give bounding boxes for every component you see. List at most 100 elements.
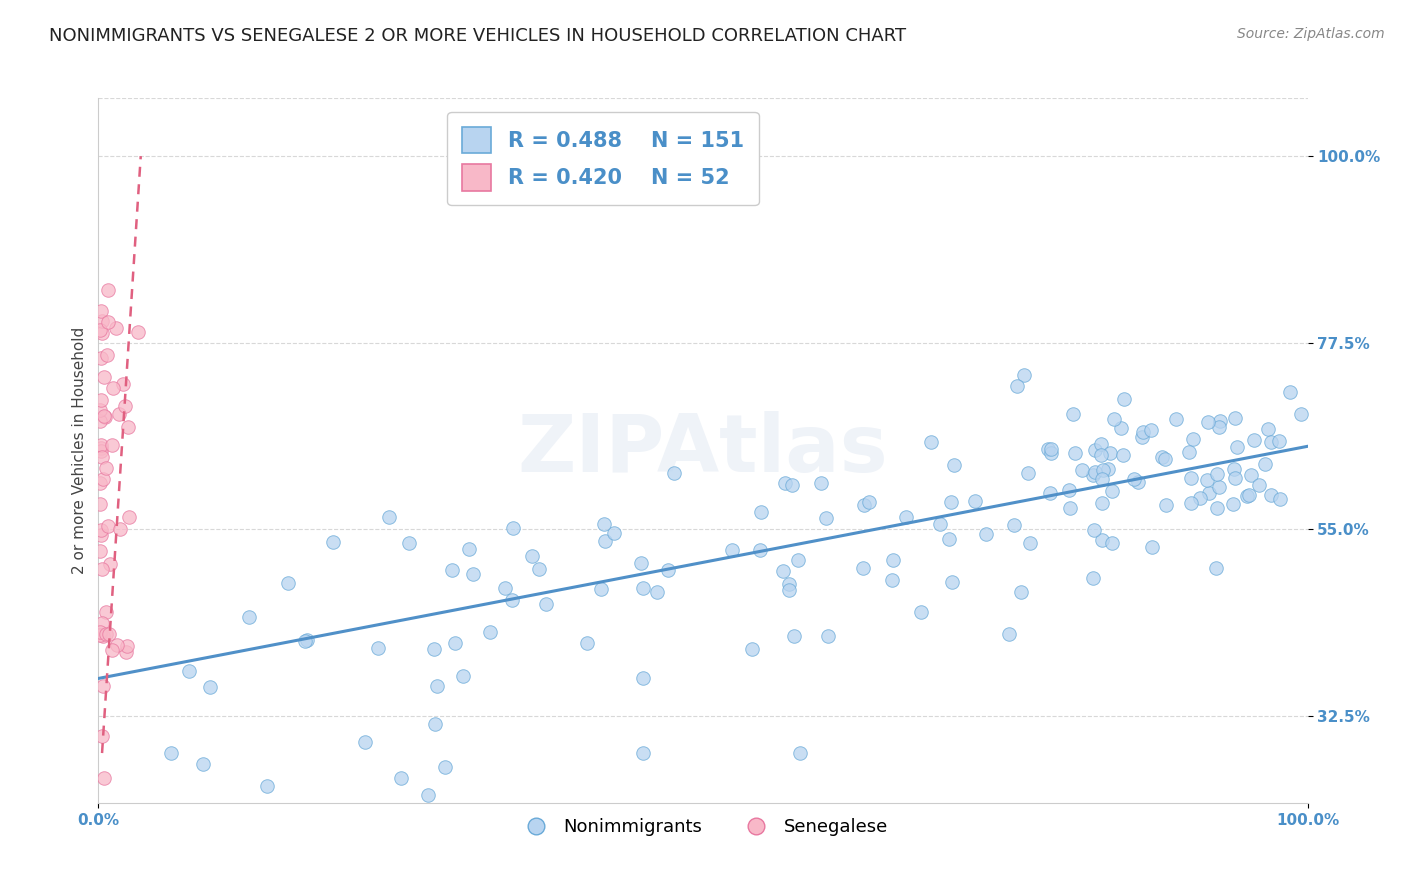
Point	[1223, 470, 1246, 484]
Point	[1254, 457, 1277, 471]
Point	[1064, 446, 1087, 460]
Point	[1197, 415, 1219, 429]
Point	[852, 498, 875, 512]
Point	[749, 505, 772, 519]
Point	[297, 633, 319, 648]
Point	[277, 576, 299, 591]
Point	[97, 518, 120, 533]
Point	[976, 526, 998, 541]
Point	[1101, 536, 1123, 550]
Point	[520, 549, 543, 563]
Point	[1010, 585, 1032, 599]
Text: Source: ZipAtlas.com: Source: ZipAtlas.com	[1237, 27, 1385, 41]
Point	[910, 605, 932, 619]
Point	[575, 635, 598, 649]
Point	[91, 730, 114, 744]
Point	[1268, 492, 1291, 507]
Point	[782, 477, 804, 491]
Text: NONIMMIGRANTS VS SENEGALESE 2 OR MORE VEHICLES IN HOUSEHOLD CORRELATION CHART: NONIMMIGRANTS VS SENEGALESE 2 OR MORE VE…	[49, 27, 907, 45]
Point	[426, 680, 449, 694]
Point	[354, 735, 377, 749]
Point	[89, 543, 111, 558]
Point	[1012, 368, 1035, 382]
Point	[664, 466, 686, 480]
Point	[461, 567, 484, 582]
Point	[1237, 487, 1260, 501]
Point	[657, 563, 679, 577]
Text: ZIPAtlas: ZIPAtlas	[517, 411, 889, 490]
Point	[89, 625, 111, 640]
Point	[1002, 518, 1025, 533]
Point	[1090, 436, 1112, 450]
Point	[97, 283, 120, 297]
Point	[98, 557, 121, 571]
Point	[1208, 419, 1230, 434]
Point	[93, 409, 115, 423]
Point	[89, 628, 111, 642]
Point	[90, 438, 112, 452]
Point	[939, 495, 962, 509]
Point	[1123, 472, 1146, 486]
Point	[91, 472, 114, 486]
Point	[1222, 497, 1244, 511]
Point	[631, 746, 654, 760]
Point	[1225, 411, 1247, 425]
Point	[457, 542, 479, 557]
Point	[591, 582, 613, 596]
Point	[1198, 486, 1220, 500]
Point	[1140, 540, 1163, 554]
Point	[1166, 411, 1188, 425]
Point	[494, 581, 516, 595]
Point	[108, 408, 131, 422]
Point	[778, 582, 800, 597]
Point	[749, 542, 772, 557]
Point	[1150, 450, 1173, 464]
Point	[90, 303, 112, 318]
Point	[93, 629, 115, 643]
Point	[90, 528, 112, 542]
Point	[501, 593, 523, 607]
Point	[89, 403, 111, 417]
Point	[94, 626, 117, 640]
Point	[104, 321, 127, 335]
Point	[534, 597, 557, 611]
Point	[90, 450, 112, 465]
Point	[1101, 484, 1123, 499]
Point	[238, 610, 260, 624]
Point	[191, 757, 214, 772]
Point	[1126, 475, 1149, 490]
Point	[1059, 500, 1081, 515]
Point	[1091, 463, 1114, 477]
Point	[1057, 483, 1080, 497]
Y-axis label: 2 or more Vehicles in Household: 2 or more Vehicles in Household	[72, 326, 87, 574]
Point	[1260, 488, 1282, 502]
Legend: Nonimmigrants, Senegalese: Nonimmigrants, Senegalese	[510, 811, 896, 843]
Point	[1040, 446, 1063, 460]
Point	[389, 771, 412, 785]
Point	[1062, 407, 1084, 421]
Point	[90, 562, 112, 576]
Point	[1140, 423, 1163, 437]
Point	[1038, 486, 1060, 500]
Point	[423, 642, 446, 657]
Point	[529, 562, 551, 576]
Point	[1240, 467, 1263, 482]
Point	[93, 370, 115, 384]
Point	[90, 351, 112, 365]
Point	[367, 641, 389, 656]
Point	[943, 458, 966, 472]
Point	[114, 400, 136, 414]
Point	[101, 438, 124, 452]
Point	[1005, 378, 1028, 392]
Point	[1130, 430, 1153, 444]
Point	[160, 746, 183, 760]
Point	[502, 521, 524, 535]
Point	[1178, 444, 1201, 458]
Point	[896, 510, 918, 524]
Point	[814, 511, 837, 525]
Point	[1083, 468, 1105, 483]
Point	[89, 323, 111, 337]
Point	[1156, 498, 1178, 512]
Point	[91, 616, 114, 631]
Point	[1188, 491, 1211, 505]
